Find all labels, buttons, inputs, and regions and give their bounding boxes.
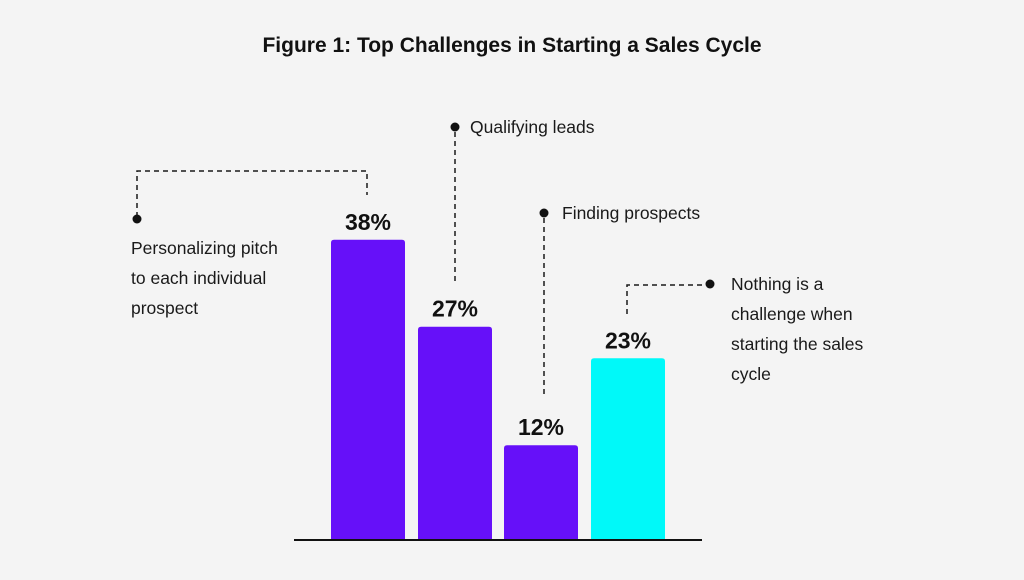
bar-value-label-3: 12% — [518, 414, 564, 440]
chart-title: Figure 1: Top Challenges in Starting a S… — [262, 34, 762, 57]
bar-value-label-4: 23% — [605, 327, 651, 353]
callout-dot-1 — [132, 214, 142, 224]
bar-3 — [504, 445, 578, 540]
callout-label-1-line-2: to each individual — [131, 268, 266, 288]
callout-label-2-line-1: Qualifying leads — [470, 117, 595, 137]
callout-connector-1 — [136, 170, 368, 217]
callout-dot-3 — [539, 208, 549, 218]
bar-value-label-2: 27% — [432, 296, 478, 322]
bar-4 — [591, 358, 665, 540]
callout-label-3-line-1: Finding prospects — [562, 203, 700, 223]
callout-label-4-line-1: Nothing is a — [731, 274, 824, 294]
callout-label-4-line-2: challenge when — [731, 304, 853, 324]
bar-2 — [418, 326, 492, 540]
callout-label-4-line-3: starting the sales — [731, 334, 864, 354]
bar-1 — [331, 239, 405, 541]
callout-dot-2 — [450, 122, 460, 132]
callout-label-1-line-3: prospect — [131, 298, 198, 318]
callout-label-4-line-4: cycle — [731, 364, 771, 384]
callout-connector-4 — [626, 284, 704, 314]
callout-label-1-line-1: Personalizing pitch — [131, 238, 278, 258]
callout-dot-4 — [705, 279, 715, 289]
bar-value-label-1: 38% — [345, 209, 391, 235]
